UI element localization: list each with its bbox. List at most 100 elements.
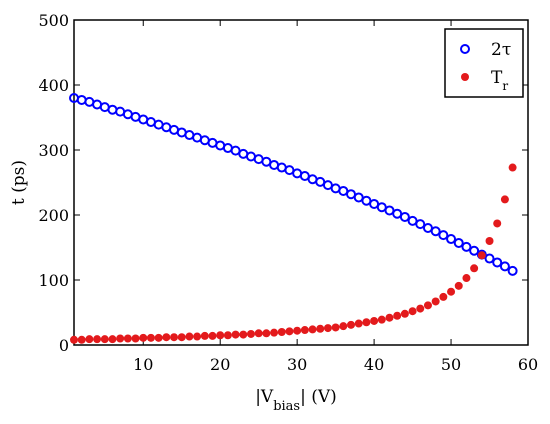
- y-tick-label: 300: [38, 141, 69, 160]
- data-point: [223, 331, 232, 340]
- data-point: [285, 327, 294, 336]
- legend-label-tr-main: T: [491, 68, 503, 88]
- data-point: [300, 326, 309, 335]
- data-point: [408, 307, 417, 316]
- x-axis-label: |Vbias| (V): [255, 387, 337, 414]
- x-tick-label: 20: [210, 355, 230, 374]
- data-point: [385, 313, 394, 322]
- legend: 2τ Tr: [444, 28, 524, 98]
- y-axis-label: t (ps): [9, 160, 29, 205]
- data-point: [347, 320, 356, 329]
- data-point: [77, 335, 86, 344]
- data-point: [277, 328, 286, 336]
- x-tick-label: 60: [518, 355, 538, 374]
- data-point: [323, 324, 332, 333]
- data-point: [208, 331, 217, 340]
- data-point: [447, 287, 456, 296]
- data-point: [493, 219, 502, 228]
- data-point: [262, 329, 271, 338]
- data-point: [200, 331, 209, 340]
- data-point: [139, 333, 148, 342]
- data-point: [108, 335, 117, 344]
- data-point: [370, 316, 379, 325]
- y-axis: 0 100 200 300 400 500: [38, 11, 528, 355]
- data-point: [162, 333, 171, 342]
- data-point: [100, 335, 109, 344]
- data-point: [85, 335, 94, 344]
- data-point: [123, 334, 132, 343]
- data-point: [193, 332, 202, 341]
- data-point: [254, 329, 263, 338]
- legend-label-2tau-main: 2τ: [491, 40, 511, 60]
- legend-label-tr-sub: r: [502, 79, 508, 93]
- data-point: [500, 195, 509, 204]
- series-tr: [70, 163, 517, 344]
- x-tick-label: 30: [287, 355, 307, 374]
- data-point: [485, 237, 494, 245]
- data-point: [393, 311, 402, 320]
- data-point: [430, 226, 441, 237]
- data-point: [415, 219, 426, 230]
- data-point: [377, 315, 386, 324]
- data-layer: [69, 93, 518, 344]
- data-point: [470, 264, 479, 273]
- data-point: [362, 318, 371, 327]
- x-tick-label: 10: [133, 355, 153, 374]
- y-tick-label: 400: [38, 76, 69, 95]
- data-point: [70, 335, 78, 344]
- data-point: [339, 322, 348, 331]
- data-point: [270, 328, 279, 337]
- data-point: [507, 265, 518, 276]
- data-point: [484, 253, 495, 264]
- data-point: [316, 324, 325, 333]
- legend-marker-tr: [461, 73, 469, 81]
- legend-box: [444, 28, 524, 98]
- y-tick-label: 0: [59, 336, 69, 355]
- data-point: [146, 333, 155, 342]
- y-tick-label: 100: [38, 271, 69, 290]
- data-point: [216, 331, 225, 340]
- data-point: [492, 257, 503, 268]
- data-point: [431, 297, 440, 306]
- data-point: [461, 241, 472, 252]
- data-point: [185, 332, 194, 341]
- data-point: [439, 292, 448, 301]
- x-tick-label: 50: [441, 355, 461, 374]
- data-point: [508, 163, 517, 172]
- data-point: [453, 237, 464, 248]
- data-point: [399, 211, 410, 222]
- data-point: [462, 274, 471, 283]
- data-point: [354, 319, 363, 328]
- data-point: [308, 325, 317, 334]
- data-point: [131, 334, 140, 343]
- x-axis: 10 20 30 40 50 60: [133, 20, 538, 374]
- data-point: [239, 330, 248, 339]
- y-tick-label: 500: [38, 11, 69, 30]
- x-axis-label-suffix: | (V): [300, 387, 337, 407]
- data-point: [231, 330, 240, 339]
- data-point: [454, 281, 463, 290]
- x-axis-label-prefix: |V: [255, 387, 274, 407]
- series-2tau: [69, 93, 518, 276]
- data-point: [477, 251, 486, 260]
- legend-label-2tau: 2τ: [491, 40, 511, 60]
- data-point: [170, 333, 179, 342]
- legend-label-tr: Tr: [491, 68, 508, 93]
- data-point: [416, 304, 425, 313]
- x-axis-label-subscript: bias: [273, 399, 300, 414]
- data-point: [438, 230, 449, 241]
- legend-marker-2tau: [460, 44, 470, 54]
- data-point: [400, 309, 409, 318]
- data-point: [246, 329, 255, 338]
- data-point: [154, 333, 163, 342]
- y-tick-label: 200: [38, 206, 69, 225]
- data-point: [177, 333, 186, 342]
- data-point: [499, 261, 510, 272]
- data-point: [293, 326, 302, 335]
- data-point: [331, 323, 340, 332]
- data-point: [93, 335, 102, 344]
- data-point: [116, 334, 125, 343]
- x-tick-label: 40: [364, 355, 384, 374]
- data-point: [446, 234, 457, 245]
